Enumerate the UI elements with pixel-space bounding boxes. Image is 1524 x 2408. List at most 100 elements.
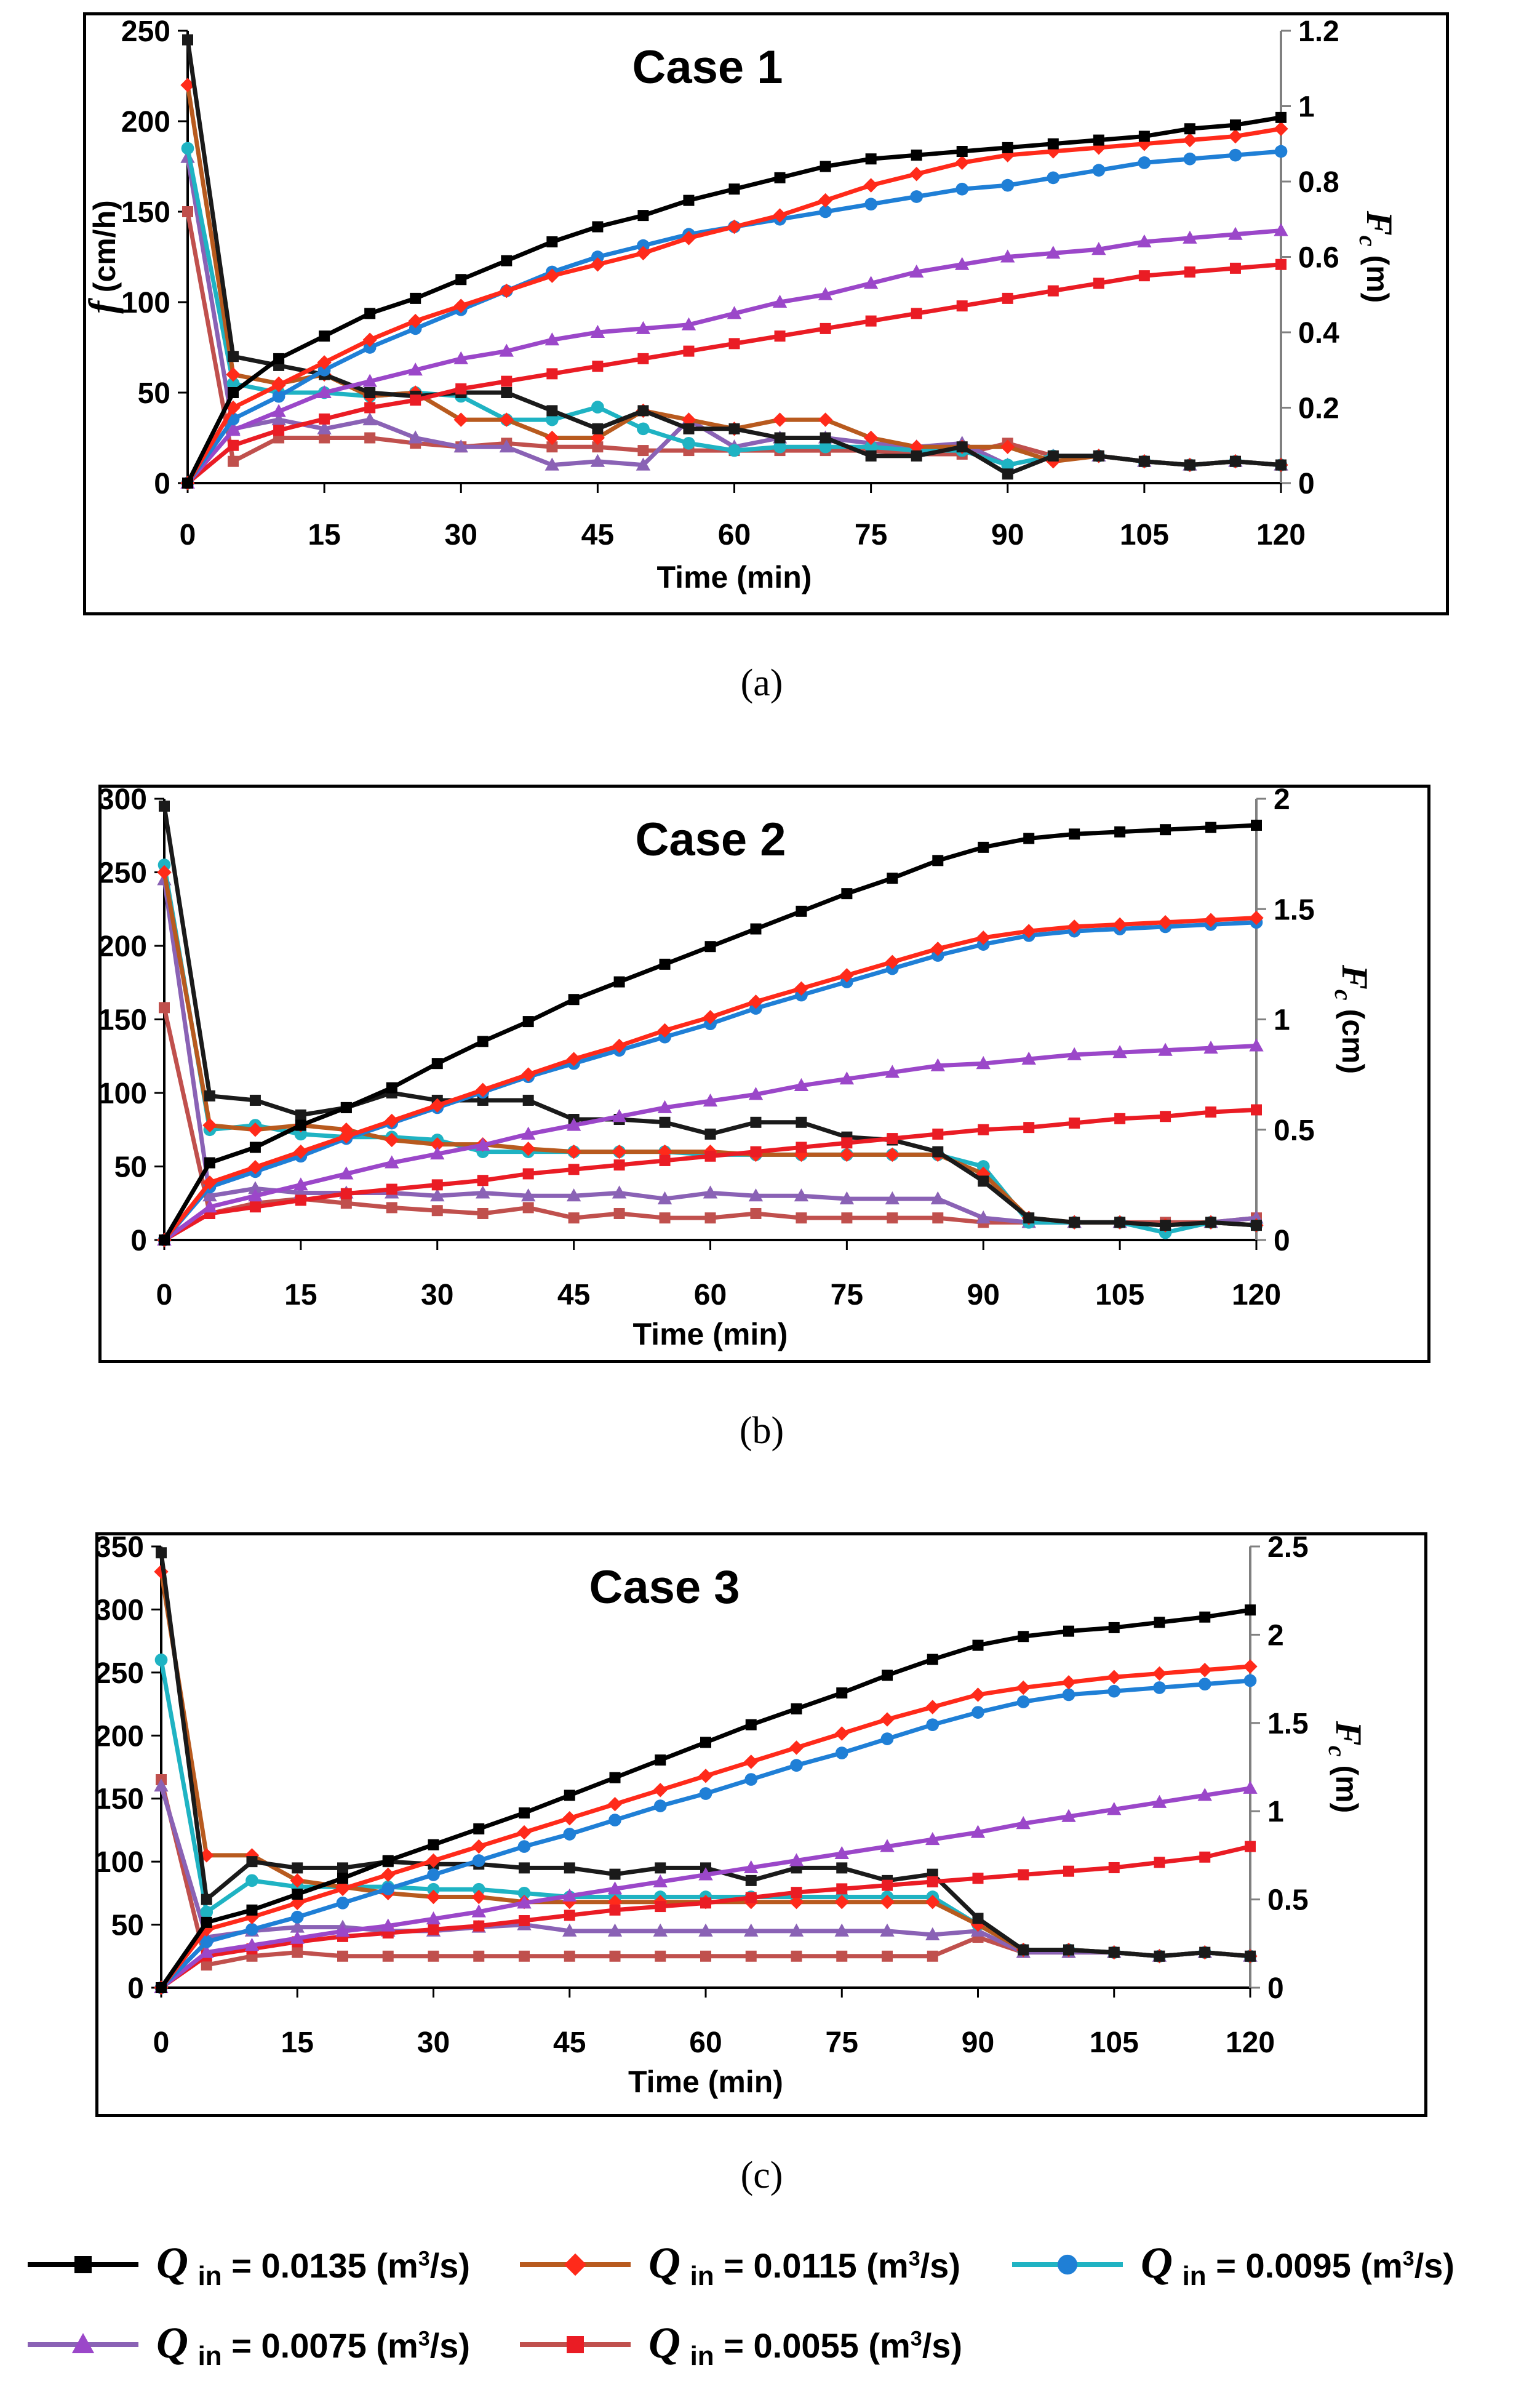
cumulative-series-0075 [154,1780,1258,1993]
rate-point [839,1191,855,1205]
rate-point [819,440,832,454]
cumulative-point [700,1737,711,1748]
cumulative-point [364,402,376,414]
cumulative-point [1107,1802,1122,1815]
y2-axis-label-sub: c [1323,1746,1351,1757]
cumulative-point [156,1982,167,1993]
rate-point [772,412,788,427]
rate-point [592,423,604,434]
cumulative-point [1091,140,1106,155]
rate-point [477,1207,489,1219]
caption-c: (c) [740,2154,783,2196]
cumulative-point [472,1854,485,1867]
cumulative-point [249,1201,261,1213]
cumulative-point [546,236,558,247]
cumulative-point [517,1825,532,1840]
y2-axis-label-unit: (m) [1360,247,1395,303]
cumulative-point [335,1881,350,1897]
cumulative-point [1275,258,1287,270]
x-tick-label: 90 [991,519,1024,551]
rate-point [930,1191,945,1205]
y2-axis-label: Fc (m) [1354,210,1400,303]
cumulative-point [909,264,924,278]
cumulative-point [519,1807,530,1819]
cumulative-point [292,1888,303,1900]
x-tick-label: 90 [967,1279,1000,1311]
rate-point [976,1166,991,1182]
y-tick-label: 350 [98,1535,144,1564]
cumulative-point [431,1058,443,1070]
y-tick-label: 250 [98,1657,144,1690]
cumulative-point [976,930,991,945]
rate-point [386,1202,397,1214]
cumulative-point [1112,1045,1127,1058]
rate-point [1063,1944,1074,1956]
cumulative-point [790,1759,803,1772]
cumulative-point [248,1188,263,1202]
rate-point [657,1144,672,1159]
rate-point [1002,468,1013,480]
cumulative-point [637,239,650,252]
y2-tick-label: 0 [1274,1225,1290,1257]
cumulative-point [699,1787,712,1800]
cumulative-point [319,413,330,425]
rate-point [745,1950,757,1962]
cumulative-point [930,1058,945,1071]
cumulative-point [1251,1104,1262,1116]
rate-point [566,1188,581,1202]
rate-point [655,1862,666,1874]
rate-point [228,455,239,467]
x-tick-label: 45 [553,2026,586,2059]
cumulative-point [410,394,421,406]
cumulative-point [1018,1869,1029,1881]
cumulative-point [1275,111,1287,123]
cumulative-point [271,378,286,393]
cumulative-point [880,1712,895,1727]
cumulative-point [339,1129,354,1144]
x-tick-label: 45 [557,1279,590,1311]
cumulative-point [1243,1659,1258,1674]
rate-point [453,412,468,427]
cumulative-point [1229,148,1242,162]
cumulative-point [955,155,970,170]
rate-point [294,1127,308,1141]
y2-tick-label: 0.5 [1267,1884,1309,1917]
cumulative-point [522,1016,534,1028]
rate-point [932,1212,944,1224]
cumulative-point [477,1175,489,1186]
cumulative-point [381,1918,396,1932]
cumulative-point [564,1910,575,1921]
cumulative-point [930,942,945,956]
cumulative-point [519,1915,530,1927]
x-tick-label: 30 [421,1279,453,1311]
rate-point [564,1862,575,1874]
cumulative-point [566,1118,581,1131]
rate-point [1160,1220,1171,1231]
rate-point [499,412,514,427]
cumulative-point [1002,142,1013,153]
rate-point [362,412,377,426]
rate-point [292,1946,303,1958]
rate-point [202,1118,217,1133]
cumulative-point [159,1234,170,1246]
cumulative-point [1108,1862,1120,1873]
cumulative-point [319,330,330,342]
cumulative-point [517,1840,531,1853]
cumulative-point [744,1860,759,1873]
cumulative-point [562,1888,577,1902]
rate-point [545,457,560,471]
rate-point [970,1917,986,1932]
y2-axis-label-symbol: F [1328,1721,1369,1746]
rate-point [703,1185,718,1199]
rate-point [882,1950,893,1962]
cumulative-point [864,198,877,211]
cumulative-point [865,315,877,327]
legend-label-0055: Q in = 0.0055 (m3/s) [648,2318,963,2371]
legend-marker-0095 [1012,2254,1123,2275]
x-tick-label: 90 [962,2026,994,2059]
legend-item-0055: Q in = 0.0055 (m3/s) [517,2308,962,2382]
rate-point [592,441,604,453]
cumulative-point [1229,262,1241,274]
cumulative-point [698,1867,713,1881]
cumulative-point [955,257,970,270]
